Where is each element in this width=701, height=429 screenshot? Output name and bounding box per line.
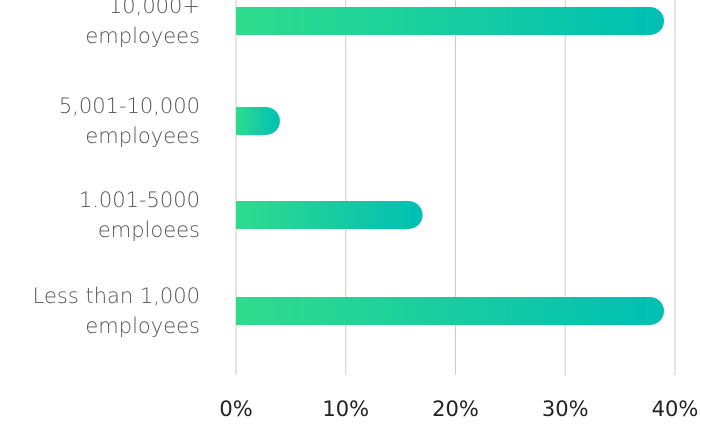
bar — [236, 7, 665, 35]
bar — [236, 107, 280, 135]
y-tick-label: 1.001-5000 emploees — [78, 188, 200, 242]
x-tick-label: 30% — [541, 397, 589, 421]
x-tick-label: 20% — [432, 397, 479, 421]
y-tick-label: 5,001-10,000 employees — [58, 94, 200, 148]
bar — [236, 201, 423, 229]
x-tick-label: 10% — [322, 397, 370, 421]
x-tick-label: 40% — [651, 397, 699, 421]
y-tick-label: 10,000+ employees — [85, 0, 200, 48]
bar — [236, 297, 665, 325]
x-tick-label: 0% — [219, 397, 253, 421]
y-tick-label: Less than 1,000 employees — [32, 284, 200, 338]
